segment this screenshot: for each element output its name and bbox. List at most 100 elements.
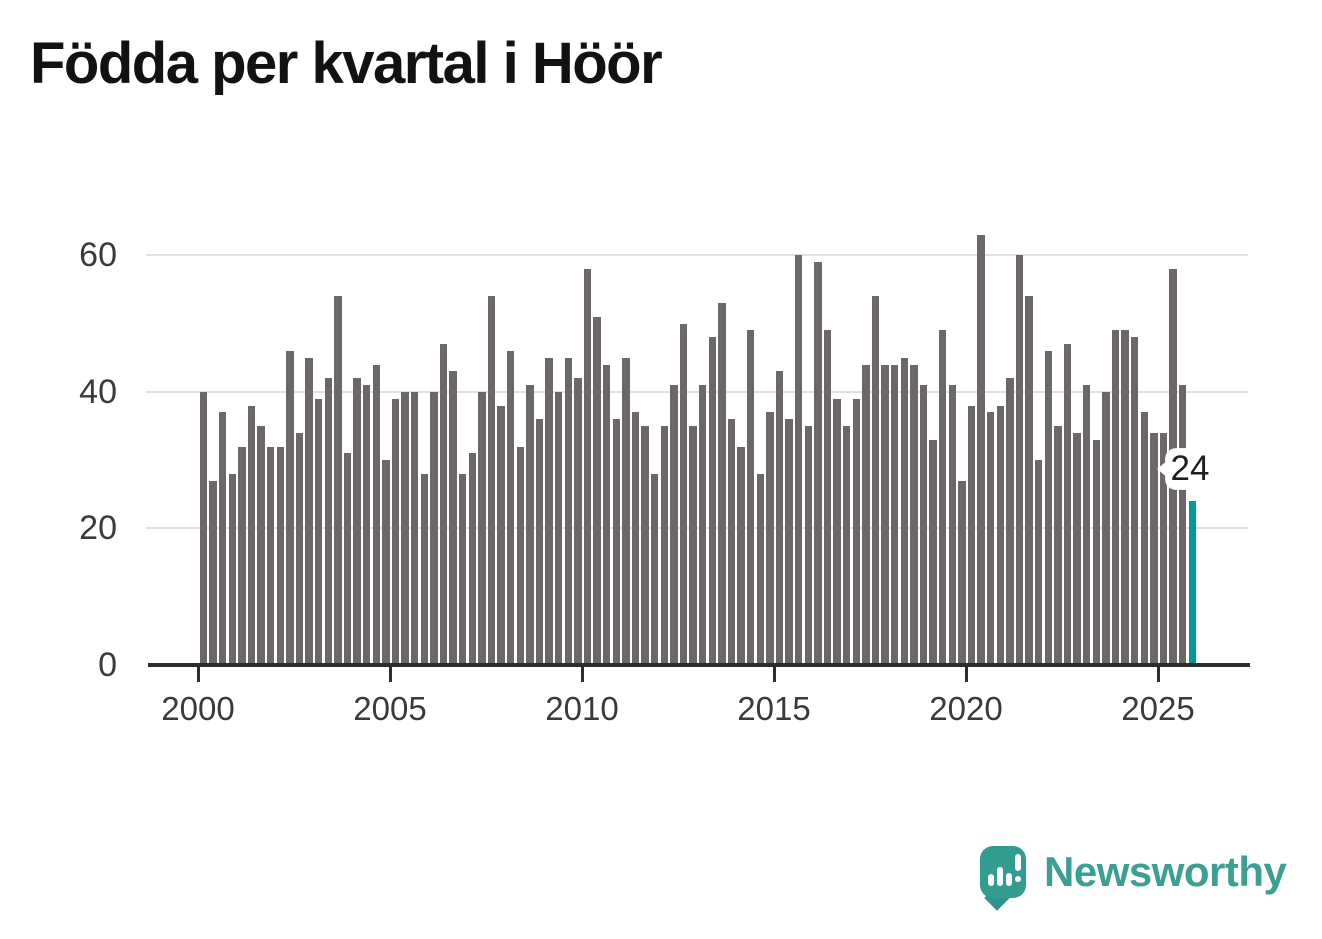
- bar[interactable]: [622, 357, 630, 665]
- bar[interactable]: [603, 364, 611, 665]
- bar[interactable]: [756, 473, 764, 665]
- bar[interactable]: [1159, 432, 1168, 665]
- bar[interactable]: [948, 385, 956, 665]
- bar[interactable]: [843, 426, 851, 665]
- bar[interactable]: [468, 453, 476, 665]
- bar[interactable]: [1063, 344, 1072, 665]
- bar[interactable]: [1179, 385, 1187, 665]
- bar[interactable]: [660, 426, 668, 665]
- highlighted-bar[interactable]: [1188, 501, 1196, 665]
- bar[interactable]: [411, 391, 419, 665]
- bar[interactable]: [862, 364, 870, 665]
- bar[interactable]: [382, 460, 390, 665]
- bar[interactable]: [478, 391, 486, 665]
- bar[interactable]: [871, 296, 880, 665]
- bar[interactable]: [516, 446, 524, 665]
- bar[interactable]: [286, 350, 294, 665]
- bar[interactable]: [555, 391, 563, 665]
- bar[interactable]: [958, 480, 966, 665]
- newsworthy-logo[interactable]: Newsworthy: [980, 845, 1310, 915]
- bar[interactable]: [564, 357, 572, 665]
- bar[interactable]: [1092, 439, 1100, 665]
- bar[interactable]: [487, 296, 496, 665]
- bar[interactable]: [929, 439, 937, 665]
- bar[interactable]: [833, 398, 841, 665]
- bar[interactable]: [420, 473, 428, 665]
- bar[interactable]: [459, 473, 467, 665]
- bar[interactable]: [727, 419, 736, 665]
- bar[interactable]: [439, 344, 448, 665]
- bar[interactable]: [1035, 460, 1043, 665]
- bar[interactable]: [1073, 432, 1081, 665]
- bar[interactable]: [919, 385, 928, 665]
- bar[interactable]: [1083, 385, 1091, 665]
- bar[interactable]: [353, 378, 361, 665]
- bar[interactable]: [219, 412, 227, 665]
- bar[interactable]: [267, 446, 275, 665]
- bar[interactable]: [996, 405, 1004, 665]
- bar[interactable]: [900, 357, 908, 665]
- bar[interactable]: [343, 453, 352, 665]
- bar[interactable]: [1102, 391, 1110, 665]
- bar[interactable]: [670, 385, 678, 665]
- bar[interactable]: [238, 446, 246, 665]
- bar[interactable]: [449, 371, 457, 665]
- bar[interactable]: [315, 398, 323, 665]
- bar[interactable]: [699, 385, 707, 665]
- bar[interactable]: [708, 337, 716, 665]
- bar[interactable]: [199, 391, 208, 665]
- bar[interactable]: [651, 473, 659, 665]
- bar[interactable]: [766, 412, 774, 665]
- bar[interactable]: [295, 432, 304, 665]
- bar[interactable]: [939, 330, 947, 665]
- bar[interactable]: [1006, 378, 1014, 665]
- bar[interactable]: [1131, 337, 1139, 665]
- bar[interactable]: [967, 405, 976, 665]
- bar[interactable]: [497, 405, 505, 665]
- bar[interactable]: [747, 330, 755, 665]
- bar[interactable]: [785, 419, 793, 665]
- bar[interactable]: [891, 364, 899, 665]
- bar[interactable]: [574, 378, 582, 665]
- bar[interactable]: [526, 385, 534, 665]
- bar[interactable]: [276, 446, 284, 665]
- bar[interactable]: [814, 262, 822, 665]
- bar[interactable]: [987, 412, 995, 665]
- bar[interactable]: [689, 426, 697, 665]
- bar[interactable]: [1044, 350, 1052, 665]
- bar[interactable]: [795, 255, 803, 665]
- bar[interactable]: [977, 234, 985, 665]
- bar[interactable]: [372, 364, 380, 665]
- bar[interactable]: [1140, 412, 1148, 665]
- bar[interactable]: [228, 473, 236, 665]
- bar[interactable]: [1054, 426, 1062, 665]
- bar[interactable]: [612, 419, 620, 665]
- bar[interactable]: [583, 269, 592, 665]
- bar[interactable]: [718, 303, 726, 665]
- bar[interactable]: [545, 357, 553, 665]
- bar[interactable]: [247, 405, 256, 665]
- bar[interactable]: [641, 426, 649, 665]
- bar[interactable]: [775, 371, 784, 665]
- bar[interactable]: [1111, 330, 1120, 665]
- bar[interactable]: [507, 350, 515, 665]
- bar[interactable]: [209, 480, 217, 665]
- bar[interactable]: [737, 446, 745, 665]
- bar[interactable]: [305, 357, 313, 665]
- bar[interactable]: [1121, 330, 1129, 665]
- bar[interactable]: [535, 419, 544, 665]
- bar[interactable]: [401, 391, 409, 665]
- bar[interactable]: [823, 330, 832, 665]
- bar[interactable]: [324, 378, 332, 665]
- bar[interactable]: [804, 426, 812, 665]
- bar[interactable]: [881, 364, 889, 665]
- bar[interactable]: [1015, 255, 1024, 665]
- bar[interactable]: [391, 398, 400, 665]
- bar[interactable]: [631, 412, 640, 665]
- bar[interactable]: [430, 391, 438, 665]
- bar[interactable]: [910, 364, 918, 665]
- bar[interactable]: [363, 385, 371, 665]
- bar[interactable]: [1025, 296, 1033, 665]
- bar[interactable]: [1150, 432, 1158, 665]
- bar[interactable]: [257, 426, 265, 665]
